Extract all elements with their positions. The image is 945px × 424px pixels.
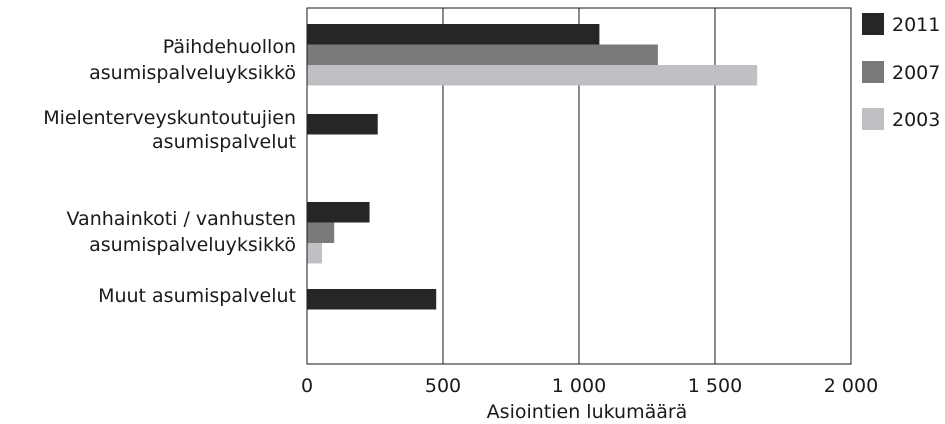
x-tick-label: 1 000	[552, 375, 606, 397]
category-label: Päihdehuollon	[163, 36, 296, 58]
category-label: asumispalvelut	[152, 131, 296, 153]
x-tick-label: 0	[301, 375, 313, 397]
x-tick-label: 1 500	[688, 375, 742, 397]
category-label: Mielenterveyskuntoutujien	[43, 107, 296, 129]
legend-label-2007: 2007	[892, 62, 940, 84]
category-label: Vanhainkoti / vanhusten	[67, 208, 296, 230]
x-tick-labels: 0 500 1 000 1 500 2 000	[301, 375, 878, 397]
bar-2011-0	[307, 24, 600, 45]
bar-2007-0	[307, 44, 658, 65]
bar-2011-1	[307, 114, 378, 135]
category-label: asumispalveluyksikkö	[89, 234, 296, 256]
plot-frame	[306, 7, 852, 365]
legend-swatch-2003	[862, 108, 884, 130]
bars-layer	[307, 24, 758, 310]
category-label: Muut asumispalvelut	[98, 285, 296, 307]
x-tick-label: 500	[425, 375, 461, 397]
bar-2007-2	[307, 222, 335, 243]
x-tick-label: 2 000	[824, 375, 878, 397]
legend: 2011 2007 2003	[862, 13, 940, 131]
category-label: asumispalveluyksikkö	[89, 62, 296, 84]
bar-2003-0	[307, 65, 758, 86]
legend-swatch-2011	[862, 13, 884, 35]
bar-2003-2	[307, 243, 322, 264]
bar-2011-3	[307, 289, 437, 310]
legend-label-2011: 2011	[892, 14, 940, 36]
bar-2011-2	[307, 202, 370, 223]
category-labels: Päihdehuollon asumispalveluyksikkö Mielent…	[43, 36, 296, 307]
legend-swatch-2007	[862, 61, 884, 83]
legend-label-2003: 2003	[892, 109, 940, 131]
x-axis-title: Asiointien lukumäärä	[487, 401, 688, 423]
